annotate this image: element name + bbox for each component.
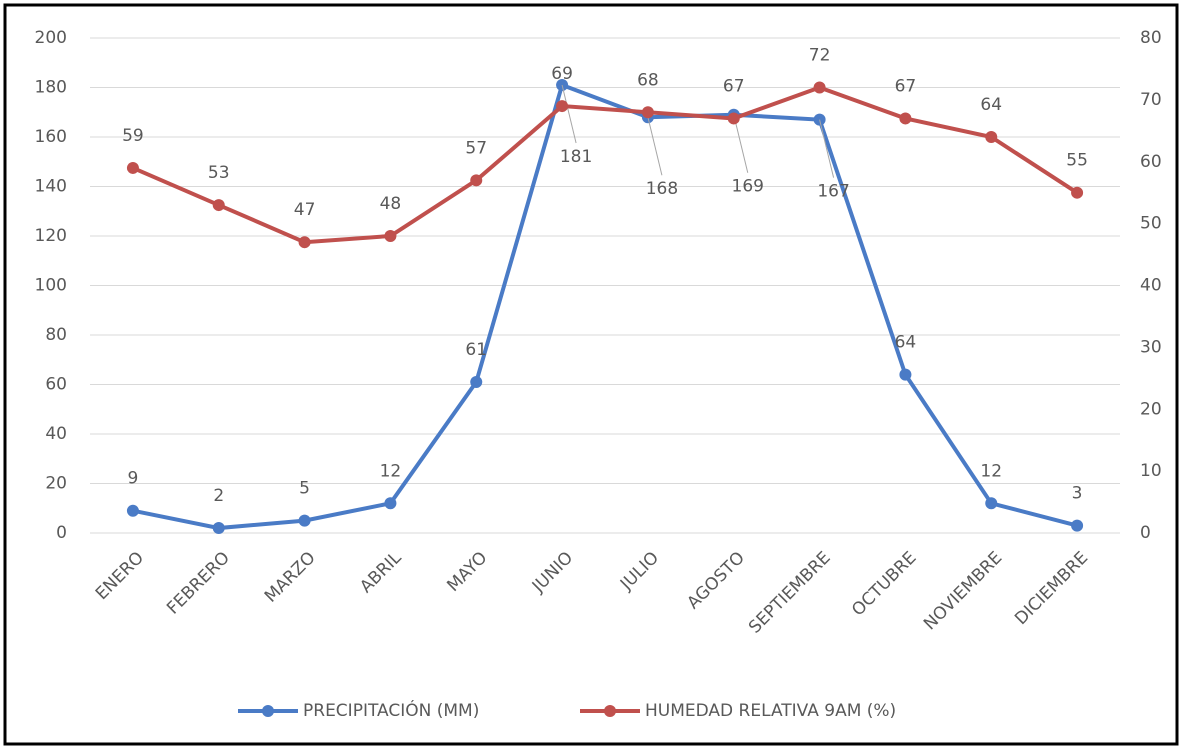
y2-tick-label: 60 [1140, 152, 1162, 172]
data-label: 167 [817, 182, 849, 202]
point [1071, 519, 1084, 532]
y-tick-label: 80 [45, 325, 67, 345]
leader-line [733, 114, 749, 173]
y-tick-label: 40 [45, 424, 67, 444]
leader-line [561, 84, 577, 144]
data-label: 181 [560, 147, 592, 167]
data-label: 169 [732, 177, 764, 197]
series-line [132, 82, 1078, 531]
point [727, 112, 740, 125]
data-label: 68 [637, 70, 659, 90]
point [1071, 186, 1084, 199]
data-label: 64 [895, 333, 917, 353]
data-label: 3 [1072, 484, 1083, 504]
y2-tick-label: 0 [1140, 523, 1151, 543]
point [985, 497, 998, 510]
data-label: 55 [1066, 151, 1088, 171]
point [813, 81, 826, 94]
data-label: 72 [809, 46, 831, 66]
leader-line [819, 119, 835, 178]
data-label: 53 [208, 163, 230, 183]
data-label: 48 [380, 194, 402, 214]
y2-tick-label: 50 [1140, 214, 1162, 234]
data-label: 67 [723, 76, 745, 96]
data-label: 67 [895, 76, 917, 96]
data-label: 64 [980, 95, 1002, 115]
data-label: 59 [122, 126, 144, 146]
point [556, 100, 569, 113]
data-label: 69 [551, 64, 573, 84]
point [212, 522, 225, 535]
series-line [132, 85, 1079, 245]
point [384, 497, 397, 510]
point [470, 174, 483, 187]
point [641, 106, 654, 119]
leader-line [647, 117, 663, 176]
y2-tick-label: 30 [1140, 337, 1162, 357]
point [126, 161, 139, 174]
point [899, 112, 912, 125]
point [298, 236, 311, 249]
data-label: 2 [213, 486, 224, 506]
legend-label: PRECIPITACIÓN (MM) [303, 699, 479, 721]
data-label: 61 [465, 340, 487, 360]
y2-tick-label: 70 [1140, 90, 1162, 110]
y2-tick-label: 20 [1140, 399, 1162, 419]
y-tick-label: 140 [35, 177, 67, 197]
y-tick-label: 60 [45, 375, 67, 395]
point [298, 514, 311, 527]
legend-marker [262, 705, 274, 717]
data-label: 9 [128, 469, 139, 489]
point [212, 199, 225, 212]
frame [3, 3, 1179, 746]
point [126, 504, 139, 517]
y-tick-label: 200 [35, 28, 67, 48]
data-label: 5 [299, 479, 310, 499]
legend-label: HUMEDAD RELATIVA 9AM (%) [645, 701, 896, 721]
point [384, 230, 397, 242]
data-label: 12 [980, 461, 1002, 481]
point [985, 131, 998, 143]
y-tick-label: 20 [45, 474, 67, 494]
y-tick-label: 0 [56, 523, 67, 543]
y2-tick-label: 80 [1140, 28, 1162, 48]
y-tick-label: 180 [35, 78, 67, 98]
point [470, 376, 483, 389]
legend-marker [604, 705, 616, 717]
y2-tick-label: 10 [1140, 461, 1162, 481]
data-label: 12 [380, 461, 402, 481]
data-label: 168 [646, 179, 678, 199]
y-tick-label: 100 [35, 276, 67, 296]
y-tick-label: 120 [35, 226, 67, 246]
data-label: 47 [294, 200, 316, 220]
y-tick-label: 160 [35, 127, 67, 147]
y2-tick-label: 40 [1140, 276, 1162, 296]
point [899, 368, 912, 381]
data-label: 57 [465, 138, 487, 158]
